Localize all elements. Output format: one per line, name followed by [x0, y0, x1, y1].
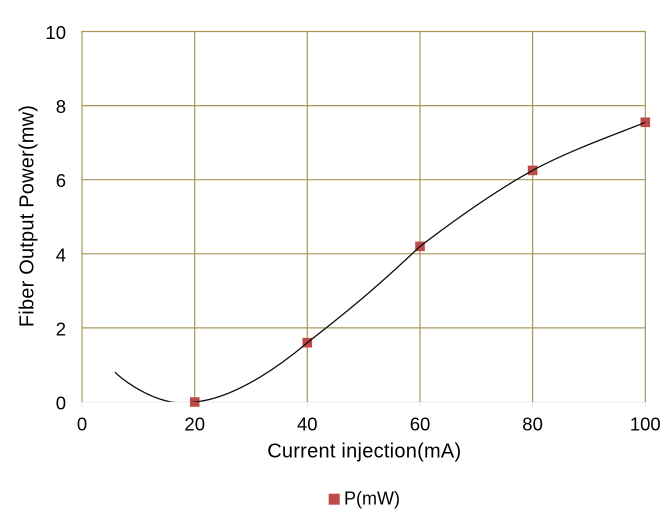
svg-text:P(mW): P(mW): [344, 489, 400, 509]
svg-text:0: 0: [56, 393, 66, 414]
svg-text:4: 4: [56, 244, 66, 265]
svg-text:8: 8: [56, 96, 66, 117]
svg-text:80: 80: [522, 414, 543, 435]
svg-text:60: 60: [410, 414, 431, 435]
svg-text:100: 100: [630, 414, 661, 435]
svg-text:10: 10: [45, 22, 66, 43]
svg-text:0: 0: [77, 414, 87, 435]
svg-text:Current injection(mA): Current injection(mA): [267, 441, 461, 463]
svg-text:6: 6: [56, 170, 66, 191]
svg-text:20: 20: [184, 414, 205, 435]
svg-text:2: 2: [56, 318, 66, 339]
svg-text:40: 40: [297, 414, 318, 435]
svg-text:Fiber Output Power(mw): Fiber Output Power(mw): [17, 105, 39, 327]
